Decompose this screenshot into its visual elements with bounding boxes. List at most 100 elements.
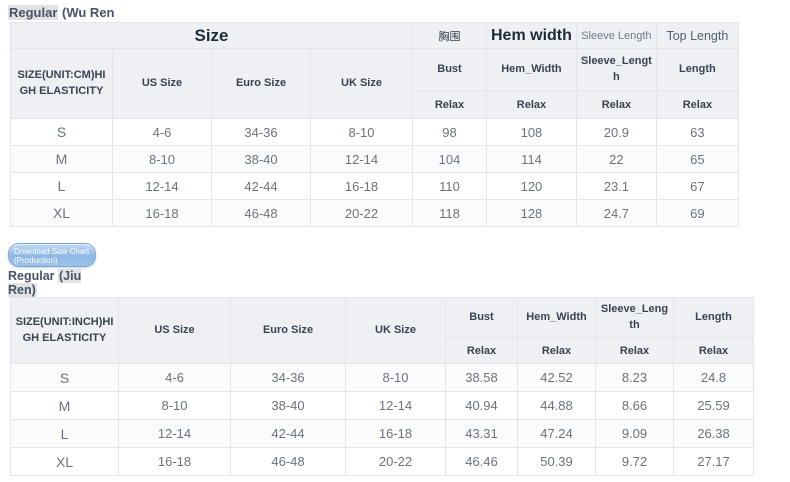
column-header-row: SIZE(UNIT:CM)HIGH ELASTICITY US Size Eur…: [10, 48, 739, 119]
column-header-hem-width: Hem_Width: [486, 48, 577, 91]
download-size-chart-button[interactable]: Download Size Chart (Production): [8, 243, 96, 267]
column-header-bust: Bust: [412, 48, 487, 91]
value-cell: 69: [655, 199, 739, 227]
value-cell: 20.9: [575, 118, 657, 146]
value-cell: 63: [655, 118, 739, 146]
value-cell: 20-22: [310, 199, 413, 227]
size-cell: M: [10, 145, 113, 173]
value-cell: 16-18: [112, 199, 212, 227]
relax-cell: Relax: [445, 337, 518, 364]
column-header-size-unit: SIZE(UNIT:INCH)HIGH ELASTICITY: [10, 297, 119, 364]
column-header-hem-width: Hem_Width: [517, 297, 596, 338]
column-header-sleeve-length: Sleeve_Length: [595, 297, 674, 338]
table-row-s: S 4-6 34-36 8-10 38.58 42.52 8.23 24.8: [10, 363, 754, 392]
relax-cell: Relax: [595, 337, 674, 364]
size-cell: L: [10, 419, 119, 448]
table-row-m: M 8-10 38-40 12-14 40.94 44.88 8.66 25.5…: [10, 391, 754, 420]
table-row-m: M 8-10 38-40 12-14 104 114 22 65: [10, 145, 739, 173]
download-button-line1: Download Size Chart: [14, 247, 90, 256]
value-cell: 16-18: [310, 172, 413, 200]
size-chart-title-cm: Regular (Wu Ren: [8, 4, 790, 22]
column-header-us-size: US Size: [118, 297, 231, 364]
value-cell: 8.23: [595, 363, 674, 392]
size-cell: M: [10, 391, 119, 420]
table-row-xl: XL 16-18 46-48 20-22 118 128 24.7 69: [10, 199, 739, 227]
group-header-bust-cn: 胸围: [412, 22, 487, 49]
value-cell: 9.72: [595, 447, 674, 476]
value-cell: 20-22: [345, 447, 446, 476]
size-chart-title-inch: Regular (Jiu Ren): [8, 269, 94, 297]
value-cell: 110: [412, 172, 487, 200]
relax-cell: Relax: [517, 337, 596, 364]
size-table-inch: SIZE(UNIT:INCH)HIGH ELASTICITY US Size E…: [10, 297, 754, 476]
value-cell: 12-14: [112, 172, 212, 200]
value-cell: 46-48: [211, 199, 311, 227]
value-cell: 27.17: [673, 447, 754, 476]
value-cell: 24.8: [673, 363, 754, 392]
value-cell: 8.66: [595, 391, 674, 420]
relax-row: Relax Relax Relax Relax: [11, 337, 754, 364]
value-cell: 22: [575, 145, 657, 173]
relax-cell: Relax: [673, 337, 754, 364]
value-cell: 38.58: [445, 363, 518, 392]
group-header-sleeve-length: Sleeve Length: [575, 22, 657, 49]
size-table-cm: Size 胸围 Hem width Sleeve Length Top Leng…: [10, 22, 739, 227]
table-row-s: S 4-6 34-36 8-10 98 108 20.9 63: [10, 118, 739, 146]
value-cell: 9.09: [595, 419, 674, 448]
value-cell: 12-14: [345, 391, 446, 420]
value-cell: 42.52: [517, 363, 596, 392]
value-cell: 114: [486, 145, 577, 173]
relax-row: Relax Relax Relax Relax: [11, 90, 739, 119]
column-header-euro-size: Euro Size: [230, 297, 346, 364]
value-cell: 65: [655, 145, 739, 173]
title2-plain: Regular: [8, 269, 59, 283]
value-cell: 118: [412, 199, 487, 227]
relax-cell: Relax: [575, 90, 657, 119]
value-cell: 4-6: [112, 118, 212, 146]
column-header-length: Length: [655, 48, 739, 91]
column-header-us-size: US Size: [112, 48, 212, 119]
value-cell: 8-10: [118, 391, 231, 420]
column-header-uk-size: UK Size: [310, 48, 413, 119]
relax-cell: Relax: [412, 90, 487, 119]
column-header-sleeve-length: Sleeve_Length: [575, 48, 657, 91]
table-row-l: L 12-14 42-44 16-18 43.31 47.24 9.09 26.…: [10, 419, 754, 448]
value-cell: 25.59: [673, 391, 754, 420]
size-cell: XL: [10, 199, 113, 227]
value-cell: 43.31: [445, 419, 518, 448]
relax-cell: Relax: [655, 90, 739, 119]
table-row-l: L 12-14 42-44 16-18 110 120 23.1 67: [10, 172, 739, 200]
column-header-length: Length: [673, 297, 754, 338]
value-cell: 120: [486, 172, 577, 200]
value-cell: 46-48: [230, 447, 346, 476]
value-cell: 38-40: [230, 391, 346, 420]
value-cell: 16-18: [118, 447, 231, 476]
column-header-size-unit: SIZE(UNIT:CM)HIGH ELASTICITY: [10, 48, 113, 119]
value-cell: 50.39: [517, 447, 596, 476]
value-cell: 40.94: [445, 391, 518, 420]
group-header-size: Size: [10, 22, 413, 49]
value-cell: 47.24: [517, 419, 596, 448]
value-cell: 4-6: [118, 363, 231, 392]
value-cell: 38-40: [211, 145, 311, 173]
value-cell: 8-10: [345, 363, 446, 392]
download-button-line2: (Production): [14, 256, 58, 265]
value-cell: 8-10: [310, 118, 413, 146]
value-cell: 67: [655, 172, 739, 200]
size-cell: XL: [10, 447, 119, 476]
column-header-euro-size: Euro Size: [211, 48, 311, 119]
value-cell: 128: [486, 199, 577, 227]
value-cell: 46.46: [445, 447, 518, 476]
value-cell: 23.1: [575, 172, 657, 200]
column-header-bust: Bust: [445, 297, 518, 338]
value-cell: 34-36: [230, 363, 346, 392]
value-cell: 24.7: [575, 199, 657, 227]
value-cell: 42-44: [230, 419, 346, 448]
value-cell: 26.38: [673, 419, 754, 448]
value-cell: 44.88: [517, 391, 596, 420]
value-cell: 12-14: [118, 419, 231, 448]
value-cell: 12-14: [310, 145, 413, 173]
size-cell: L: [10, 172, 113, 200]
column-header-uk-size: UK Size: [345, 297, 446, 364]
value-cell: 16-18: [345, 419, 446, 448]
